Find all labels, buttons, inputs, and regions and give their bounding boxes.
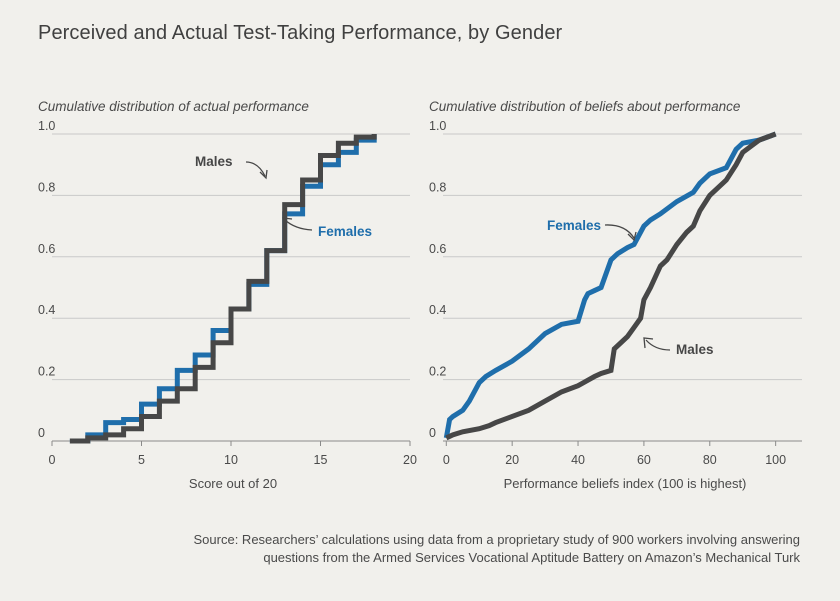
series-line-males bbox=[69, 134, 377, 444]
x-tick-label: 15 bbox=[314, 453, 328, 467]
y-tick-label: 0.8 bbox=[38, 180, 55, 194]
chart-canvas: Cumulative distribution of actual perfor… bbox=[38, 99, 802, 491]
females-annotation: Females bbox=[318, 224, 372, 239]
x-tick-label: 5 bbox=[138, 453, 145, 467]
x-tick-label: 20 bbox=[505, 453, 519, 467]
y-tick-label: 1.0 bbox=[38, 119, 55, 133]
panel-subtitle: Cumulative distribution of actual perfor… bbox=[38, 99, 309, 114]
y-tick-label: 0.2 bbox=[38, 365, 55, 379]
chart-title: Perceived and Actual Test-Taking Perform… bbox=[38, 22, 563, 44]
x-tick-label: 0 bbox=[443, 453, 450, 467]
females-annotation-arrow bbox=[284, 219, 313, 231]
series-line-females bbox=[69, 134, 377, 444]
y-tick-label: 0 bbox=[38, 426, 45, 440]
males-arrowhead bbox=[643, 337, 654, 349]
x-axis-label: Score out of 20 bbox=[189, 476, 277, 491]
x-axis-label: Performance beliefs index (100 is highes… bbox=[504, 476, 747, 491]
y-tick-label: 0.4 bbox=[429, 303, 446, 317]
males-annotation: Males bbox=[195, 154, 233, 169]
females-annotation: Females bbox=[547, 218, 601, 233]
males-annotation: Males bbox=[676, 342, 714, 357]
males-annotation-arrow bbox=[245, 161, 266, 177]
source-note: Source: Researchers’ calculations using … bbox=[100, 531, 800, 567]
x-tick-label: 40 bbox=[571, 453, 585, 467]
x-tick-label: 20 bbox=[403, 453, 417, 467]
females-arrowhead bbox=[282, 217, 293, 229]
x-tick-label: 100 bbox=[765, 453, 786, 467]
beliefs-panel: Cumulative distribution of beliefs about… bbox=[429, 99, 802, 491]
y-tick-label: 0.8 bbox=[429, 180, 446, 194]
y-tick-label: 0.6 bbox=[429, 242, 446, 256]
x-tick-label: 60 bbox=[637, 453, 651, 467]
x-tick-label: 80 bbox=[703, 453, 717, 467]
actual-performance-panel: Cumulative distribution of actual perfor… bbox=[38, 99, 417, 491]
y-tick-label: 0.6 bbox=[38, 242, 55, 256]
y-tick-label: 0 bbox=[429, 426, 436, 440]
x-tick-label: 10 bbox=[224, 453, 238, 467]
y-tick-label: 0.2 bbox=[429, 365, 446, 379]
panel-subtitle: Cumulative distribution of beliefs about… bbox=[429, 99, 740, 114]
source-line-1: Source: Researchers’ calculations using … bbox=[193, 532, 800, 547]
males-arrowhead bbox=[259, 169, 268, 180]
source-line-2: questions from the Armed Services Vocati… bbox=[263, 550, 800, 565]
females-annotation-arrow bbox=[604, 224, 635, 239]
x-tick-label: 0 bbox=[49, 453, 56, 467]
males-annotation-arrow bbox=[645, 339, 671, 351]
series-line-females bbox=[443, 131, 777, 439]
series-line-males bbox=[445, 131, 777, 441]
y-tick-label: 0.4 bbox=[38, 303, 55, 317]
females-arrowhead bbox=[627, 231, 637, 242]
y-tick-label: 1.0 bbox=[429, 119, 446, 133]
